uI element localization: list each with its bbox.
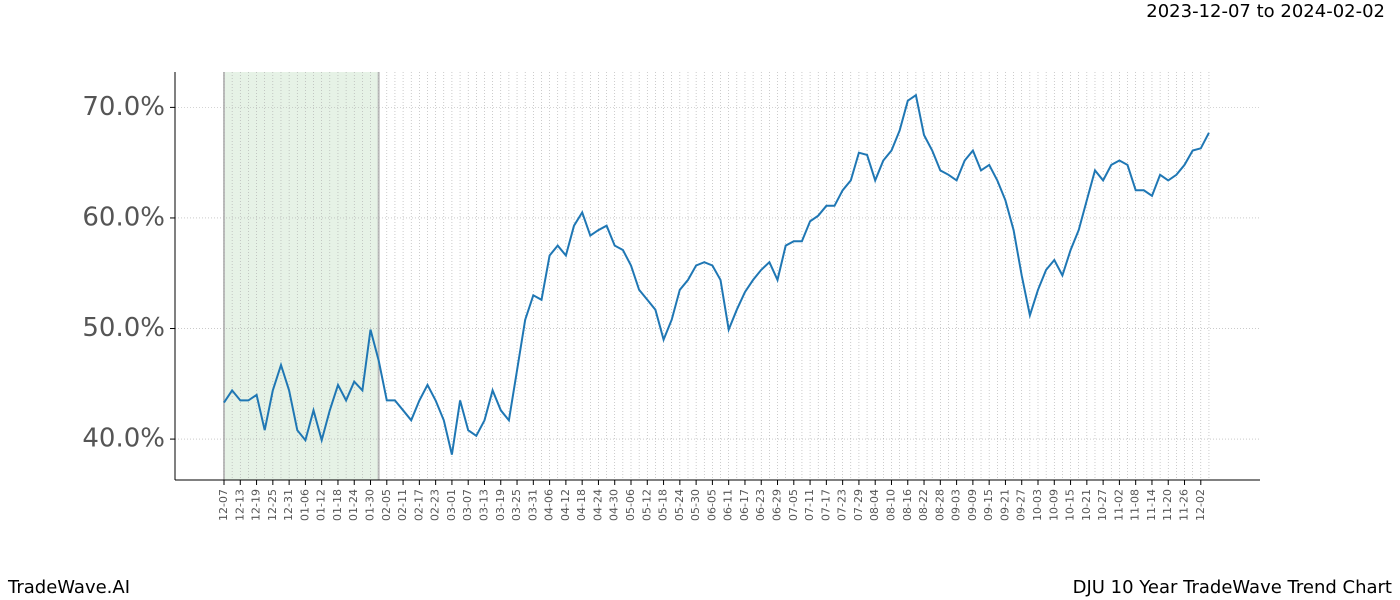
x-tick-label: 10-03: [1031, 489, 1044, 521]
x-tick-label: 03-31: [526, 489, 539, 521]
y-tick-label: 40.0%: [82, 424, 165, 454]
x-tick-label: 09-03: [950, 489, 963, 521]
x-tick-label: 11-20: [1161, 489, 1174, 521]
x-tick-label: 12-25: [266, 489, 279, 521]
y-tick-label: 70.0%: [82, 92, 165, 122]
x-tick-label: 05-30: [689, 489, 702, 521]
x-tick-label: 04-12: [559, 489, 572, 521]
x-tick-label: 11-26: [1178, 489, 1191, 521]
x-tick-label: 01-12: [315, 489, 328, 521]
footer-left: TradeWave.AI: [7, 577, 130, 598]
x-tick-label: 01-24: [347, 489, 360, 521]
x-tick-label: 01-18: [331, 489, 344, 521]
x-tick-label: 03-13: [477, 489, 490, 521]
x-tick-label: 07-29: [852, 489, 865, 521]
x-tick-label: 02-05: [380, 489, 393, 521]
x-tick-label: 11-14: [1145, 489, 1158, 521]
x-tick-label: 02-23: [429, 489, 442, 521]
x-tick-label: 10-09: [1047, 489, 1060, 521]
x-tick-label: 09-09: [966, 489, 979, 521]
x-tick-label: 03-19: [494, 489, 507, 521]
x-tick-label: 06-23: [754, 489, 767, 521]
x-tick-label: 06-11: [722, 489, 735, 521]
x-tick-label: 03-01: [445, 489, 458, 521]
x-tick-label: 09-27: [1015, 489, 1028, 521]
x-tick-label: 02-17: [412, 489, 425, 521]
x-tick-label: 03-25: [510, 489, 523, 521]
x-tick-label: 01-30: [364, 489, 377, 521]
x-tick-label: 04-18: [575, 489, 588, 521]
highlight-band: [224, 72, 379, 480]
x-tick-label: 05-18: [657, 489, 670, 521]
x-tick-label: 06-17: [738, 489, 751, 521]
x-tick-label: 09-15: [982, 489, 995, 521]
x-tick-label: 12-19: [250, 489, 263, 521]
date-range: 2023-12-07 to 2024-02-02: [1146, 1, 1385, 22]
x-tick-label: 07-17: [819, 489, 832, 521]
x-tick-label: 10-15: [1064, 489, 1077, 521]
x-tick-label: 08-10: [884, 489, 897, 521]
x-tick-label: 12-13: [233, 489, 246, 521]
x-tick-label: 11-08: [1129, 489, 1142, 521]
x-tick-label: 12-07: [217, 489, 230, 521]
footer-right: DJU 10 Year TradeWave Trend Chart: [1073, 577, 1392, 598]
y-tick-label: 50.0%: [82, 313, 165, 343]
x-tick-label: 09-21: [998, 489, 1011, 521]
x-tick-label: 08-28: [933, 489, 946, 521]
x-tick-label: 08-16: [901, 489, 914, 521]
x-tick-label: 07-23: [836, 489, 849, 521]
x-tick-label: 03-07: [461, 489, 474, 521]
x-tick-label: 05-12: [640, 489, 653, 521]
x-tick-label: 04-06: [543, 489, 556, 521]
x-tick-label: 01-06: [298, 489, 311, 521]
x-tick-label: 11-02: [1112, 489, 1125, 521]
x-tick-label: 04-30: [608, 489, 621, 521]
x-tick-label: 08-04: [868, 489, 881, 521]
x-tick-label: 06-29: [771, 489, 784, 521]
x-tick-label: 07-11: [803, 489, 816, 521]
x-tick-label: 12-31: [282, 489, 295, 521]
trend-line: [223, 93, 1210, 455]
x-tick-label: 10-21: [1080, 489, 1093, 521]
x-tick-label: 06-05: [705, 489, 718, 521]
x-tick-label: 07-05: [787, 489, 800, 521]
x-tick-label: 12-02: [1194, 489, 1207, 521]
x-tick-label: 08-22: [917, 489, 930, 521]
y-tick-label: 60.0%: [82, 202, 165, 232]
x-tick-label: 05-24: [673, 489, 686, 521]
x-tick-label: 04-24: [591, 489, 604, 521]
x-tick-label: 02-11: [396, 489, 409, 521]
x-tick-label: 10-27: [1096, 489, 1109, 521]
x-tick-label: 05-06: [624, 489, 637, 521]
